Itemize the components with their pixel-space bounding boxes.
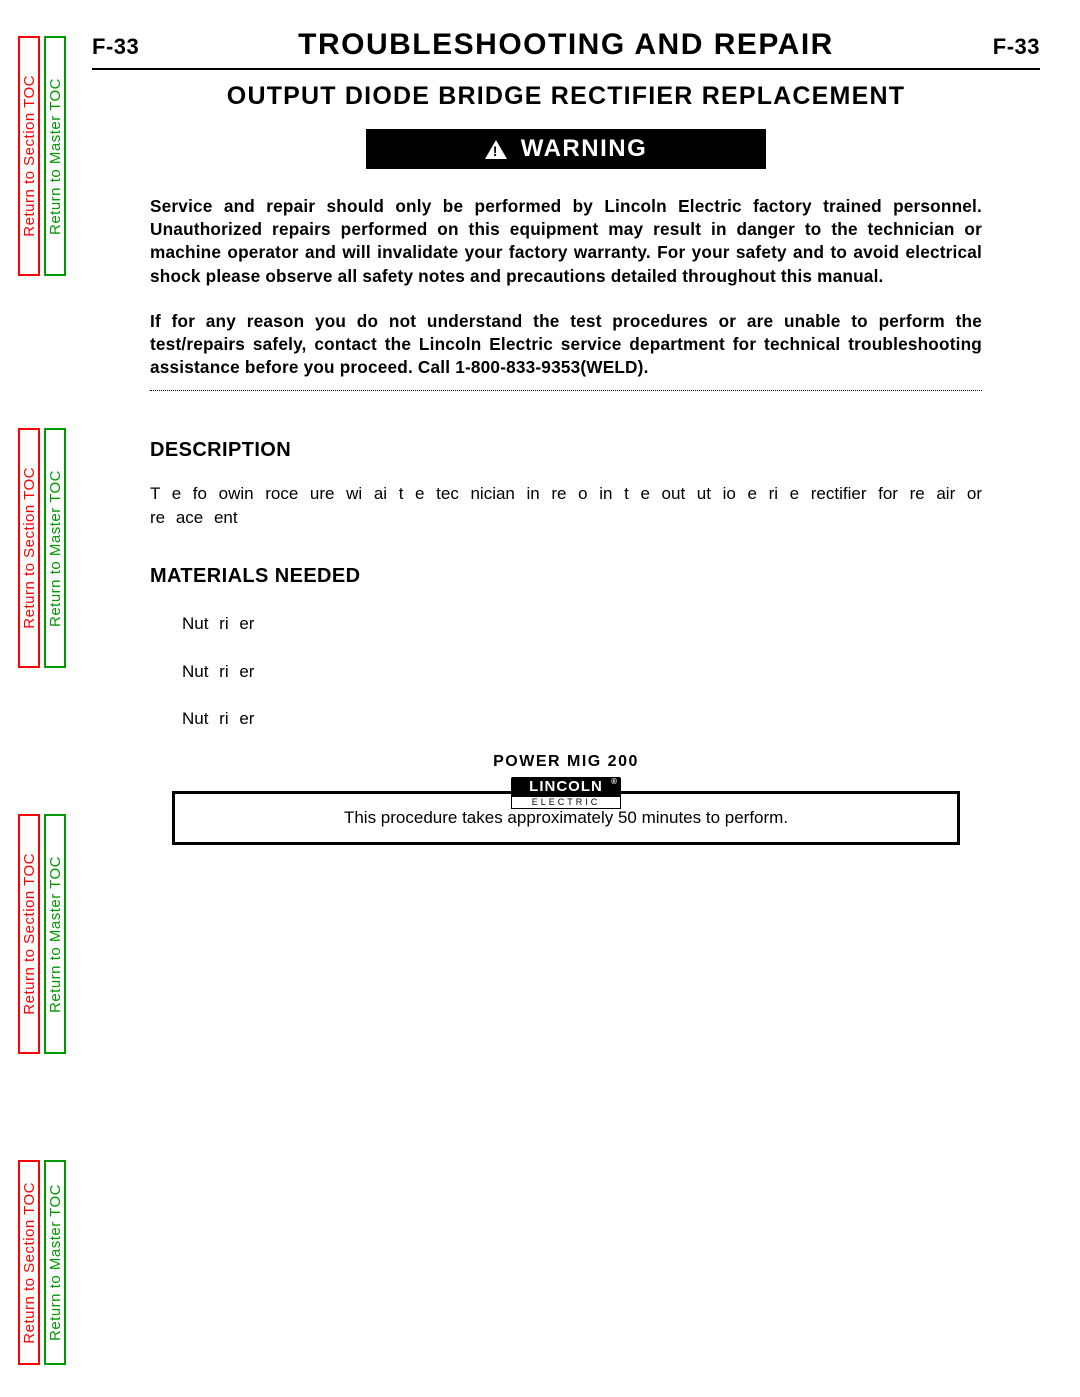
warning-triangle-icon xyxy=(485,140,507,159)
warning-banner: WARNING xyxy=(366,129,766,169)
warning-label: WARNING xyxy=(521,135,648,163)
return-master-toc-tab[interactable]: Return to Master TOC xyxy=(44,36,66,276)
page-footer: POWER MIG 200 LINCOLN ® ELECTRIC xyxy=(92,753,1040,809)
return-section-toc-tab[interactable]: Return to Section TOC xyxy=(18,814,40,1054)
materials-item: Nut ri er xyxy=(182,612,982,636)
return-section-toc-tab[interactable]: Return to Section TOC xyxy=(18,428,40,668)
page-number-left: F-33 xyxy=(92,34,139,60)
page-title: TROUBLESHOOTING AND REPAIR xyxy=(139,28,993,62)
lincoln-logo: LINCOLN ® ELECTRIC xyxy=(511,777,621,809)
time-note-text: This procedure takes approximately 50 mi… xyxy=(344,808,788,827)
warning-paragraph-2: If for any reason you do not understand … xyxy=(150,310,982,380)
return-section-toc-tab[interactable]: Return to Section TOC xyxy=(18,1160,40,1365)
materials-item: Nut ri er xyxy=(182,707,982,731)
footer-model: POWER MIG 200 xyxy=(92,753,1040,771)
return-master-toc-tab[interactable]: Return to Master TOC xyxy=(44,428,66,668)
page-number-right: F-33 xyxy=(993,34,1040,60)
dotted-divider xyxy=(150,390,982,391)
description-text: T e fo owin roce ure wi ai t e tec nicia… xyxy=(150,482,982,531)
logo-top-text: LINCOLN ® xyxy=(511,777,621,797)
return-section-toc-tab[interactable]: Return to Section TOC xyxy=(18,36,40,276)
materials-item: Nut ri er xyxy=(182,660,982,684)
body-block: Service and repair should only be perfor… xyxy=(150,195,982,845)
section-subtitle: OUTPUT DIODE BRIDGE RECTIFIER REPLACEMEN… xyxy=(92,82,1040,111)
description-heading: DESCRIPTION xyxy=(150,439,982,462)
logo-bottom-text: ELECTRIC xyxy=(511,797,621,809)
return-master-toc-tab[interactable]: Return to Master TOC xyxy=(44,1160,66,1365)
warning-paragraph-1: Service and repair should only be perfor… xyxy=(150,195,982,288)
content-area: F-33 TROUBLESHOOTING AND REPAIR F-33 OUT… xyxy=(92,28,1040,845)
page: Return to Section TOC Return to Master T… xyxy=(0,0,1080,1397)
registered-mark: ® xyxy=(611,777,618,786)
header-row: F-33 TROUBLESHOOTING AND REPAIR F-33 xyxy=(92,28,1040,62)
materials-heading: MATERIALS NEEDED xyxy=(150,565,982,588)
materials-list: Nut ri er Nut ri er Nut ri er xyxy=(182,612,982,731)
return-master-toc-tab[interactable]: Return to Master TOC xyxy=(44,814,66,1054)
header-rule xyxy=(92,68,1040,70)
